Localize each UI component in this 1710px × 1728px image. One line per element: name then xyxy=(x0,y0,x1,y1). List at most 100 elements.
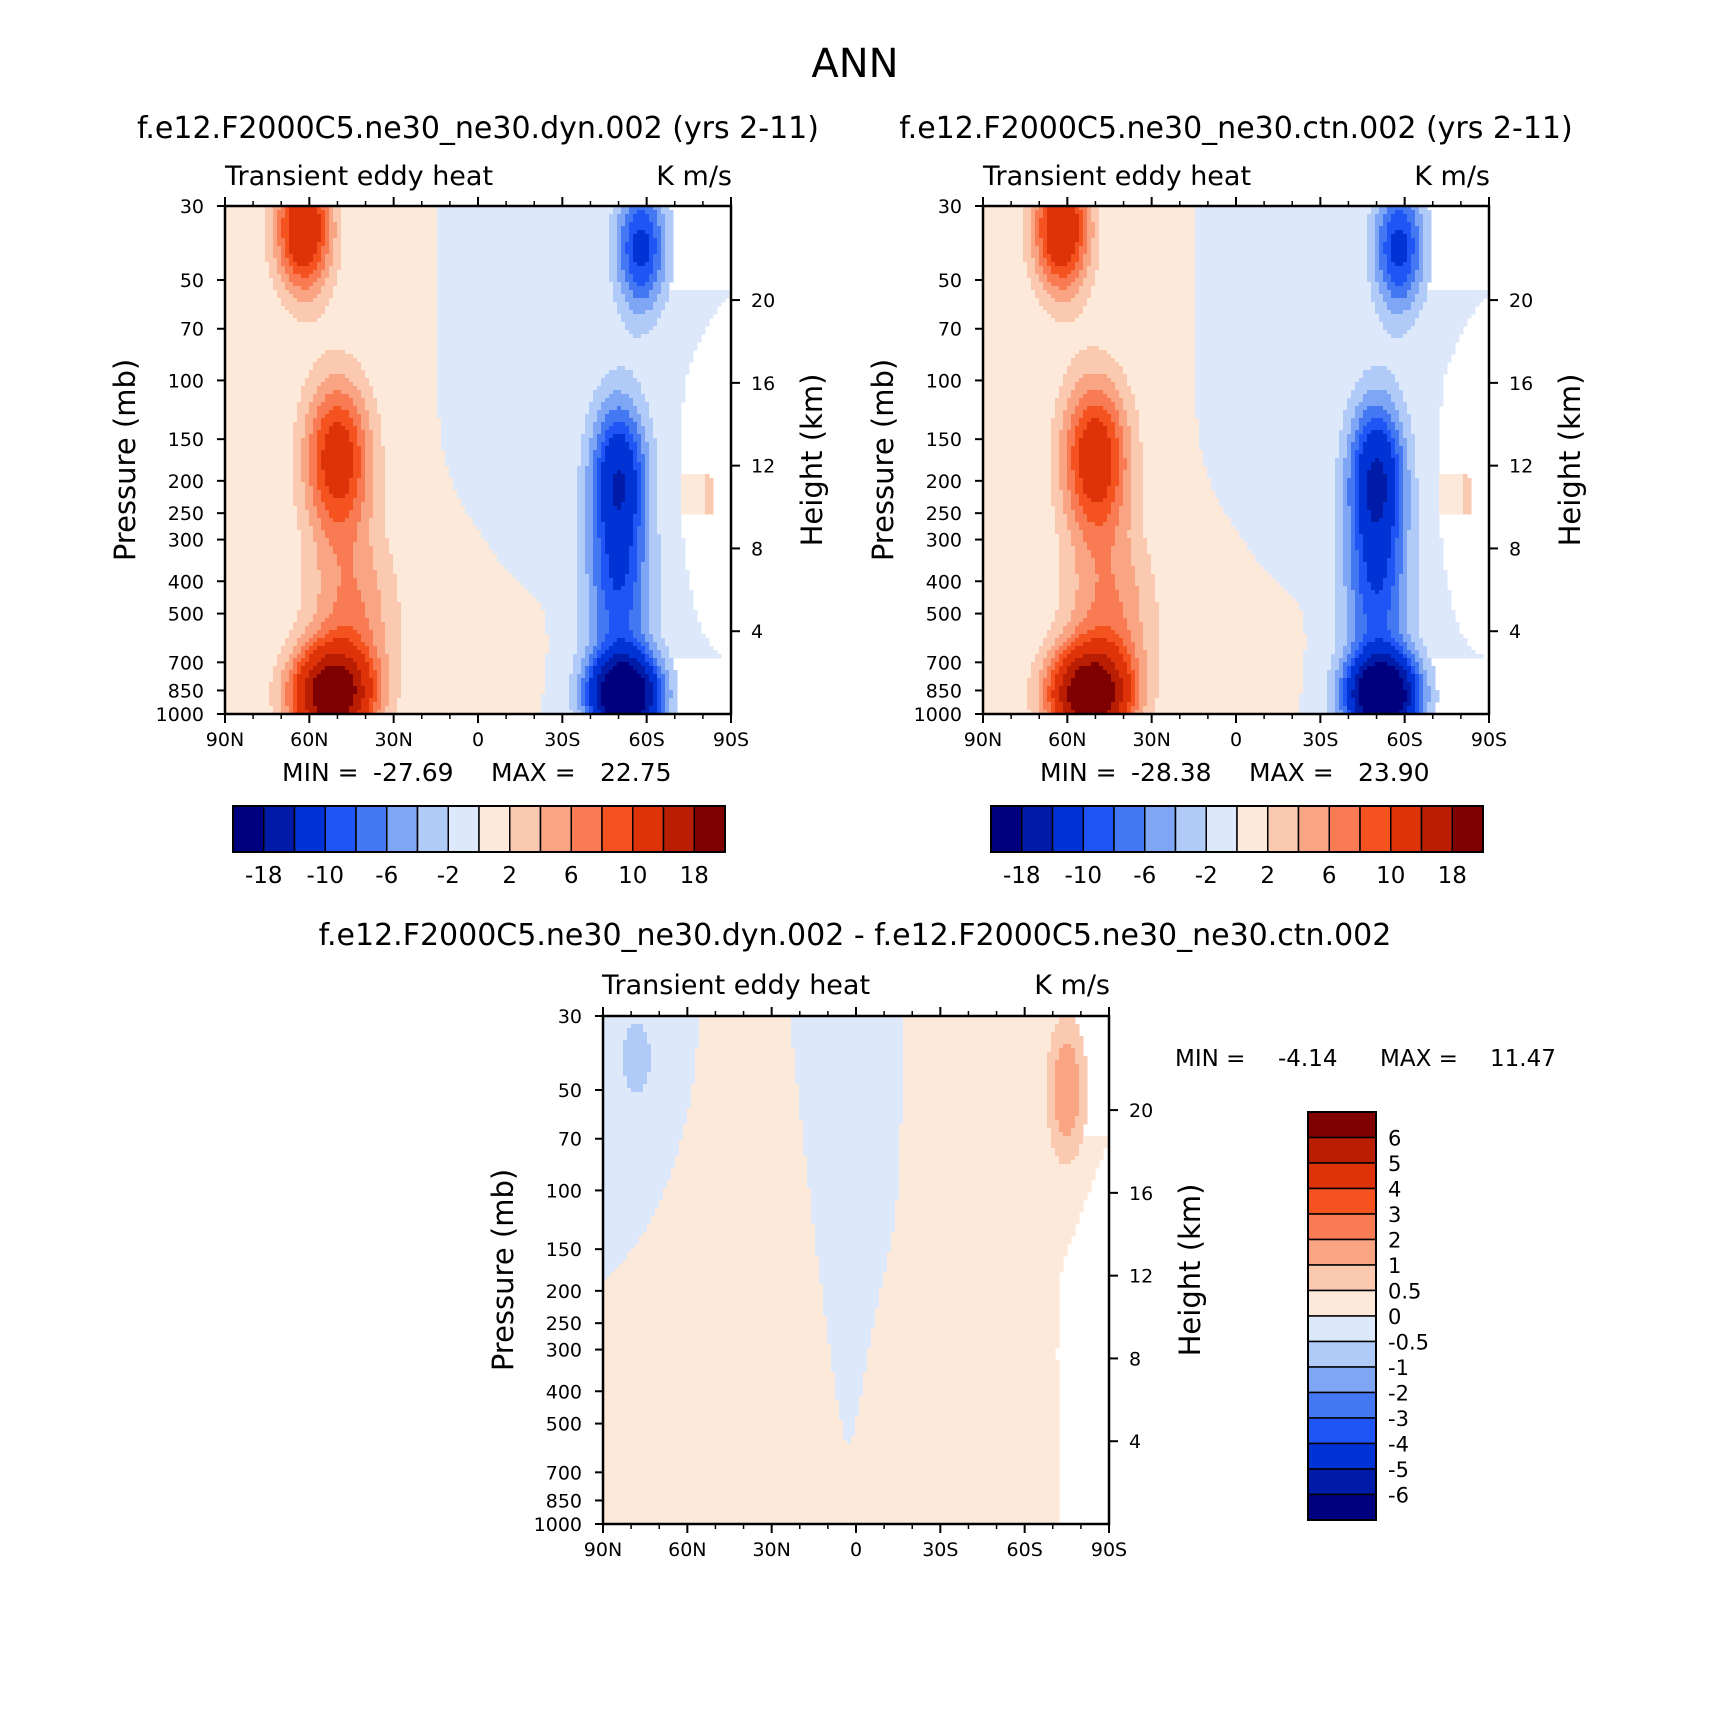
contour-cell xyxy=(1035,654,1048,659)
contour-cell xyxy=(1463,490,1472,495)
contour-cell xyxy=(983,646,1040,651)
contour-cell xyxy=(1387,426,1396,431)
contour-cell xyxy=(665,234,674,239)
contour-cell xyxy=(1351,670,1360,675)
contour-cell xyxy=(225,210,266,215)
contour-cell xyxy=(313,362,362,367)
contour-cell xyxy=(281,646,294,651)
contour-cell xyxy=(225,246,266,251)
contour-cell xyxy=(1407,618,1420,623)
contour-cell xyxy=(1195,234,1368,239)
contour-cell xyxy=(361,598,382,603)
contour-cell xyxy=(401,694,542,699)
contour-cell xyxy=(1387,226,1412,231)
contour-cell xyxy=(345,654,366,659)
contour-cell xyxy=(265,238,274,243)
contour-cell xyxy=(629,266,654,271)
contour-cell xyxy=(1419,538,1444,543)
contour-cell xyxy=(345,374,366,379)
contour-cell xyxy=(605,430,630,435)
contour-cell xyxy=(649,238,658,243)
contour-cell xyxy=(225,466,294,471)
contour-cell xyxy=(1039,702,1044,707)
contour-cell xyxy=(597,434,606,439)
contour-cell xyxy=(1395,518,1400,523)
contour-cell xyxy=(225,394,302,399)
contour-cell xyxy=(1107,410,1120,415)
contour-cell xyxy=(317,434,326,439)
contour-cell xyxy=(573,662,582,667)
contour-cell xyxy=(333,290,438,295)
contour-cell xyxy=(649,570,662,575)
contour-cell xyxy=(683,1132,804,1137)
contour-cell xyxy=(1111,702,1120,707)
contour-cell xyxy=(1383,466,1396,471)
contour-cell xyxy=(699,1024,792,1029)
contour-cell xyxy=(601,490,614,495)
contour-cell xyxy=(683,1124,804,1129)
contour-cell xyxy=(1131,638,1144,643)
contour-cell xyxy=(581,434,594,439)
contour-cell xyxy=(225,410,298,415)
contour-cell xyxy=(641,642,650,647)
contour-cell xyxy=(297,690,306,695)
contour-cell xyxy=(1063,490,1072,495)
contour-cell xyxy=(1195,274,1368,279)
contour-cell xyxy=(585,414,598,419)
contour-cell xyxy=(1391,274,1408,279)
contour-cell xyxy=(1359,402,1396,407)
contour-cell xyxy=(441,434,582,439)
contour-cell xyxy=(1367,422,1388,427)
contour-cell xyxy=(333,218,342,223)
contour-cell xyxy=(365,614,382,619)
contour-cell xyxy=(657,642,666,647)
contour-cell xyxy=(1071,390,1088,395)
contour-cell xyxy=(1343,494,1348,499)
contour-cell xyxy=(1419,502,1440,507)
contour-cell xyxy=(1407,578,1420,583)
contour-cell xyxy=(313,430,318,435)
contour-cell xyxy=(1371,286,1380,291)
contour-cell xyxy=(1363,542,1392,547)
contour-cell xyxy=(293,446,302,451)
contour-cell xyxy=(1439,490,1464,495)
contour-cell xyxy=(1115,690,1124,695)
contour-cell xyxy=(1055,638,1068,643)
contour-cell xyxy=(1303,666,1332,671)
contour-cell xyxy=(1403,566,1408,571)
contour-cell xyxy=(983,522,1056,527)
contour-cell xyxy=(1099,218,1196,223)
colorbar-label: -10 xyxy=(306,863,344,889)
contour-cell xyxy=(791,1036,904,1041)
contour-cell xyxy=(1367,278,1376,283)
contour-cell xyxy=(385,446,442,451)
contour-cell xyxy=(1087,406,1104,411)
contour-cell xyxy=(657,442,682,447)
y2-tick-label: 4 xyxy=(1509,621,1521,643)
contour-cell xyxy=(1119,674,1132,679)
contour-cell xyxy=(795,1076,904,1081)
contour-cell xyxy=(577,642,590,647)
contour-cell xyxy=(1087,346,1100,351)
y-tick-label: 1000 xyxy=(914,704,962,726)
contour-cell xyxy=(317,410,330,415)
contour-cell xyxy=(1147,658,1160,663)
contour-cell xyxy=(1239,530,1336,535)
contour-cell xyxy=(661,574,690,579)
contour-cell xyxy=(637,558,646,563)
contour-cell xyxy=(385,458,446,463)
contour-cell xyxy=(1359,418,1372,423)
contour-cell xyxy=(645,670,654,675)
contour-cell xyxy=(983,578,1060,583)
contour-cell xyxy=(437,394,594,399)
y-tick-label: 700 xyxy=(168,652,204,674)
contour-cell xyxy=(601,462,634,467)
contour-cell xyxy=(665,698,670,703)
contour-cell xyxy=(1247,546,1336,551)
y2-axis-label: Height (km) xyxy=(1553,374,1587,547)
contour-cell xyxy=(317,710,350,715)
contour-cell xyxy=(365,450,374,455)
contour-cell xyxy=(1423,254,1432,259)
contour-cell xyxy=(577,610,590,615)
colorbar-swatch xyxy=(1174,805,1207,853)
